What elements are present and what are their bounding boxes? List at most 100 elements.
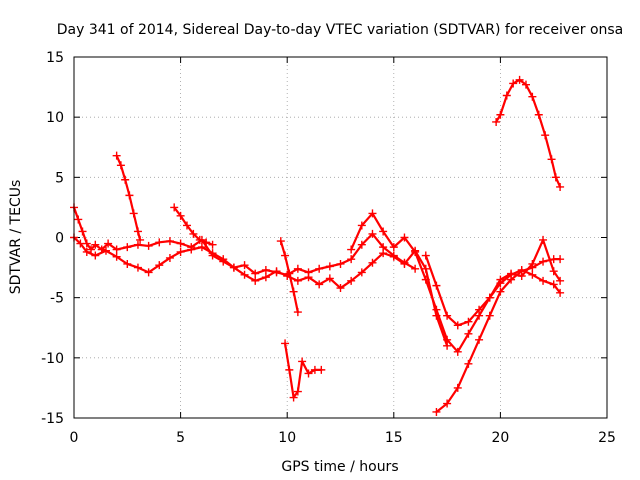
- x-tick-label: 10: [278, 430, 296, 446]
- data-point-marker: [551, 173, 560, 182]
- series-track-d: [170, 203, 217, 249]
- data-point-marker: [155, 238, 164, 247]
- data-point-marker: [534, 110, 543, 119]
- data-point-marker: [528, 92, 537, 101]
- data-point-marker: [556, 255, 565, 264]
- data-point-marker: [170, 203, 179, 212]
- data-point-marker: [304, 273, 313, 282]
- y-tick-label: 0: [55, 231, 64, 247]
- data-point-marker: [112, 245, 121, 254]
- data-point-marker: [443, 311, 452, 320]
- data-point-marker: [208, 240, 217, 249]
- series-track-i: [432, 255, 565, 416]
- data-point-marker: [357, 268, 366, 277]
- data-point-marker: [539, 276, 548, 285]
- data-point-marker: [123, 243, 132, 252]
- data-series: [70, 75, 565, 416]
- y-tick-label: 15: [46, 50, 64, 66]
- data-point-marker: [101, 246, 110, 255]
- data-point-marker: [251, 276, 260, 285]
- data-point-marker: [87, 245, 96, 254]
- data-point-marker: [556, 276, 565, 285]
- data-point-marker: [528, 263, 537, 272]
- data-point-marker: [432, 281, 441, 290]
- data-point-marker: [136, 235, 145, 244]
- data-point-marker: [285, 365, 294, 374]
- data-point-marker: [336, 259, 345, 268]
- data-point-marker: [389, 243, 398, 252]
- data-point-marker: [507, 275, 516, 284]
- data-point-marker: [485, 311, 494, 320]
- data-point-marker: [74, 215, 83, 224]
- data-point-marker: [104, 239, 113, 248]
- x-tick-label: 25: [598, 430, 616, 446]
- data-point-marker: [368, 229, 377, 238]
- data-point-marker: [549, 280, 558, 289]
- data-point-marker: [347, 255, 356, 264]
- data-point-marker: [293, 276, 302, 285]
- data-point-marker: [357, 221, 366, 230]
- data-point-marker: [453, 347, 462, 356]
- data-point-marker: [125, 191, 134, 200]
- data-point-marker: [421, 251, 430, 260]
- data-point-marker: [411, 264, 420, 273]
- data-point-marker: [78, 227, 87, 236]
- data-point-marker: [155, 261, 164, 270]
- data-point-marker: [539, 235, 548, 244]
- data-point-marker: [176, 247, 185, 256]
- series-track-f: [281, 339, 326, 402]
- data-point-marker: [453, 383, 462, 392]
- data-point-marker: [496, 287, 505, 296]
- data-point-marker: [281, 339, 290, 348]
- series-track-g: [347, 209, 565, 356]
- data-point-marker: [144, 268, 153, 277]
- data-point-marker: [443, 399, 452, 408]
- data-point-marker: [317, 365, 326, 374]
- y-tick-label: 10: [46, 110, 64, 126]
- data-point-marker: [208, 249, 217, 258]
- series-track-c: [112, 151, 145, 244]
- data-point-marker: [116, 161, 125, 170]
- data-point-marker: [432, 305, 441, 314]
- y-tick-label: -15: [41, 411, 64, 427]
- series-line: [495, 78, 562, 189]
- data-point-marker: [82, 247, 91, 256]
- data-point-marker: [539, 257, 548, 266]
- chart-title: Day 341 of 2014, Sidereal Day-to-day VTE…: [57, 22, 624, 38]
- data-point-marker: [400, 259, 409, 268]
- data-point-marker: [293, 308, 302, 317]
- data-point-marker: [549, 267, 558, 276]
- data-point-marker: [123, 259, 132, 268]
- x-tick-label: 20: [491, 430, 509, 446]
- data-point-marker: [475, 305, 484, 314]
- data-point-marker: [261, 265, 270, 274]
- data-point-marker: [315, 264, 324, 273]
- data-point-marker: [556, 182, 565, 191]
- data-point-marker: [298, 357, 307, 366]
- data-point-marker: [541, 131, 550, 140]
- data-point-marker: [144, 241, 153, 250]
- grid: [74, 57, 607, 418]
- y-tick-label: -5: [50, 291, 64, 307]
- data-point-marker: [251, 269, 260, 278]
- data-point-marker: [547, 155, 556, 164]
- data-point-marker: [509, 79, 518, 88]
- data-point-marker: [261, 273, 270, 282]
- data-point-marker: [464, 329, 473, 338]
- data-point-marker: [485, 293, 494, 302]
- data-point-marker: [91, 240, 100, 249]
- x-axis-label: GPS time / hours: [281, 459, 398, 475]
- data-point-marker: [165, 237, 174, 246]
- data-point-marker: [315, 280, 324, 289]
- data-point-marker: [272, 267, 281, 276]
- data-point-marker: [112, 252, 121, 261]
- series-track-h: [421, 251, 565, 330]
- data-point-marker: [289, 393, 298, 402]
- data-point-marker: [325, 262, 334, 271]
- data-point-marker: [219, 255, 228, 264]
- data-point-marker: [556, 288, 565, 297]
- data-point-marker: [464, 359, 473, 368]
- axis-ticks: 0 5 10 15 20 25 -15 -10 -5 0 5 10 15: [41, 50, 616, 446]
- data-point-marker: [240, 270, 249, 279]
